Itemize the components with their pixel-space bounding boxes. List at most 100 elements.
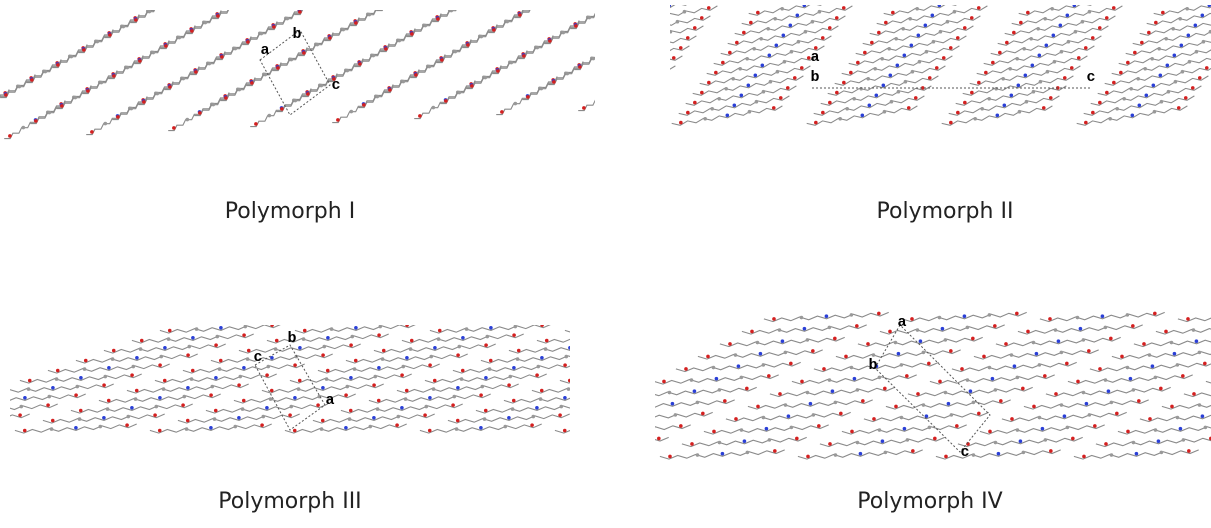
- atom: [1087, 349, 1091, 353]
- atom: [108, 33, 112, 37]
- atom: [623, 367, 627, 371]
- atom: [946, 20, 950, 24]
- atom: [508, 375, 512, 379]
- atom: [812, 413, 816, 417]
- atom: [821, 36, 825, 40]
- molecule: [294, 0, 355, 15]
- atom: [1154, 21, 1158, 25]
- atom: [1022, 47, 1026, 51]
- atom: [1126, 430, 1130, 434]
- atom: [191, 369, 195, 373]
- atom: [828, 26, 832, 30]
- atom: [290, 58, 294, 62]
- atom: [868, 103, 872, 107]
- atom: [887, 47, 891, 51]
- atom: [856, 61, 860, 65]
- atom: [631, 27, 635, 31]
- atom: [518, 13, 522, 17]
- atom: [624, 359, 628, 363]
- atom: [395, 423, 399, 427]
- atom: [1012, 31, 1016, 35]
- atom: [750, 385, 754, 389]
- atom: [596, 77, 600, 81]
- atom: [605, 93, 609, 97]
- atom: [1173, 53, 1177, 57]
- atom: [806, 391, 810, 395]
- molecule: [522, 450, 647, 459]
- atom: [451, 403, 455, 407]
- atom: [1063, 76, 1067, 80]
- atom: [1010, 301, 1014, 305]
- atom: [790, 426, 794, 430]
- atom: [944, 455, 948, 459]
- atom: [1060, 50, 1064, 54]
- atom: [350, 110, 354, 114]
- atom: [182, 395, 186, 399]
- atom: [1042, 106, 1046, 110]
- atom: [657, 437, 661, 441]
- atom: [444, 99, 448, 103]
- atom: [562, 31, 566, 35]
- atom: [828, 101, 832, 105]
- atom: [1015, 312, 1019, 316]
- atom: [850, 366, 854, 370]
- atom: [1098, 101, 1102, 105]
- atom: [1104, 378, 1108, 382]
- atom: [1073, 3, 1077, 7]
- atom: [1187, 449, 1191, 453]
- atom: [293, 429, 297, 433]
- atom: [1148, 301, 1152, 305]
- atom: [1177, 106, 1181, 110]
- atom: [522, 54, 526, 58]
- atom: [931, 13, 935, 17]
- atom: [215, 335, 219, 339]
- atom: [619, 376, 623, 380]
- atom: [1194, 23, 1198, 27]
- atom: [1166, 63, 1170, 67]
- atom: [766, 27, 770, 31]
- atom: [1039, 80, 1043, 84]
- atom: [530, 455, 534, 459]
- atom: [574, 430, 578, 434]
- atom: [718, 388, 722, 392]
- atom: [316, 43, 320, 47]
- atom: [603, 48, 607, 52]
- atom: [297, 387, 301, 391]
- atom: [552, 442, 556, 446]
- atom: [809, 402, 813, 406]
- atom: [690, 0, 694, 4]
- atom: [1088, 413, 1092, 417]
- atom: [806, 338, 810, 342]
- atom: [148, 10, 152, 14]
- atom: [1082, 338, 1086, 342]
- atom: [1164, 330, 1168, 334]
- atom: [242, 0, 246, 2]
- atom: [679, 424, 683, 428]
- atom: [882, 83, 886, 87]
- atom: [693, 101, 697, 105]
- atom: [718, 441, 722, 445]
- atom: [511, 407, 515, 411]
- atom: [264, 73, 268, 77]
- atom: [344, 393, 348, 397]
- atom: [972, 401, 976, 405]
- atom: [302, 337, 306, 341]
- atom: [1187, 33, 1191, 37]
- atom: [1026, 330, 1030, 334]
- atom: [1041, 427, 1045, 431]
- atom: [48, 111, 52, 115]
- molecule: [786, 300, 911, 309]
- atom: [875, 93, 879, 97]
- atom: [659, 59, 663, 63]
- atom: [1044, 438, 1048, 442]
- atom: [762, 90, 766, 94]
- atom: [456, 353, 460, 357]
- atom: [1104, 326, 1108, 330]
- atom: [810, 356, 814, 360]
- atom: [274, 347, 278, 351]
- molecule: [708, 0, 769, 36]
- atom: [530, 423, 534, 427]
- atom: [563, 396, 567, 400]
- atom: [380, 6, 384, 10]
- atom: [642, 26, 646, 30]
